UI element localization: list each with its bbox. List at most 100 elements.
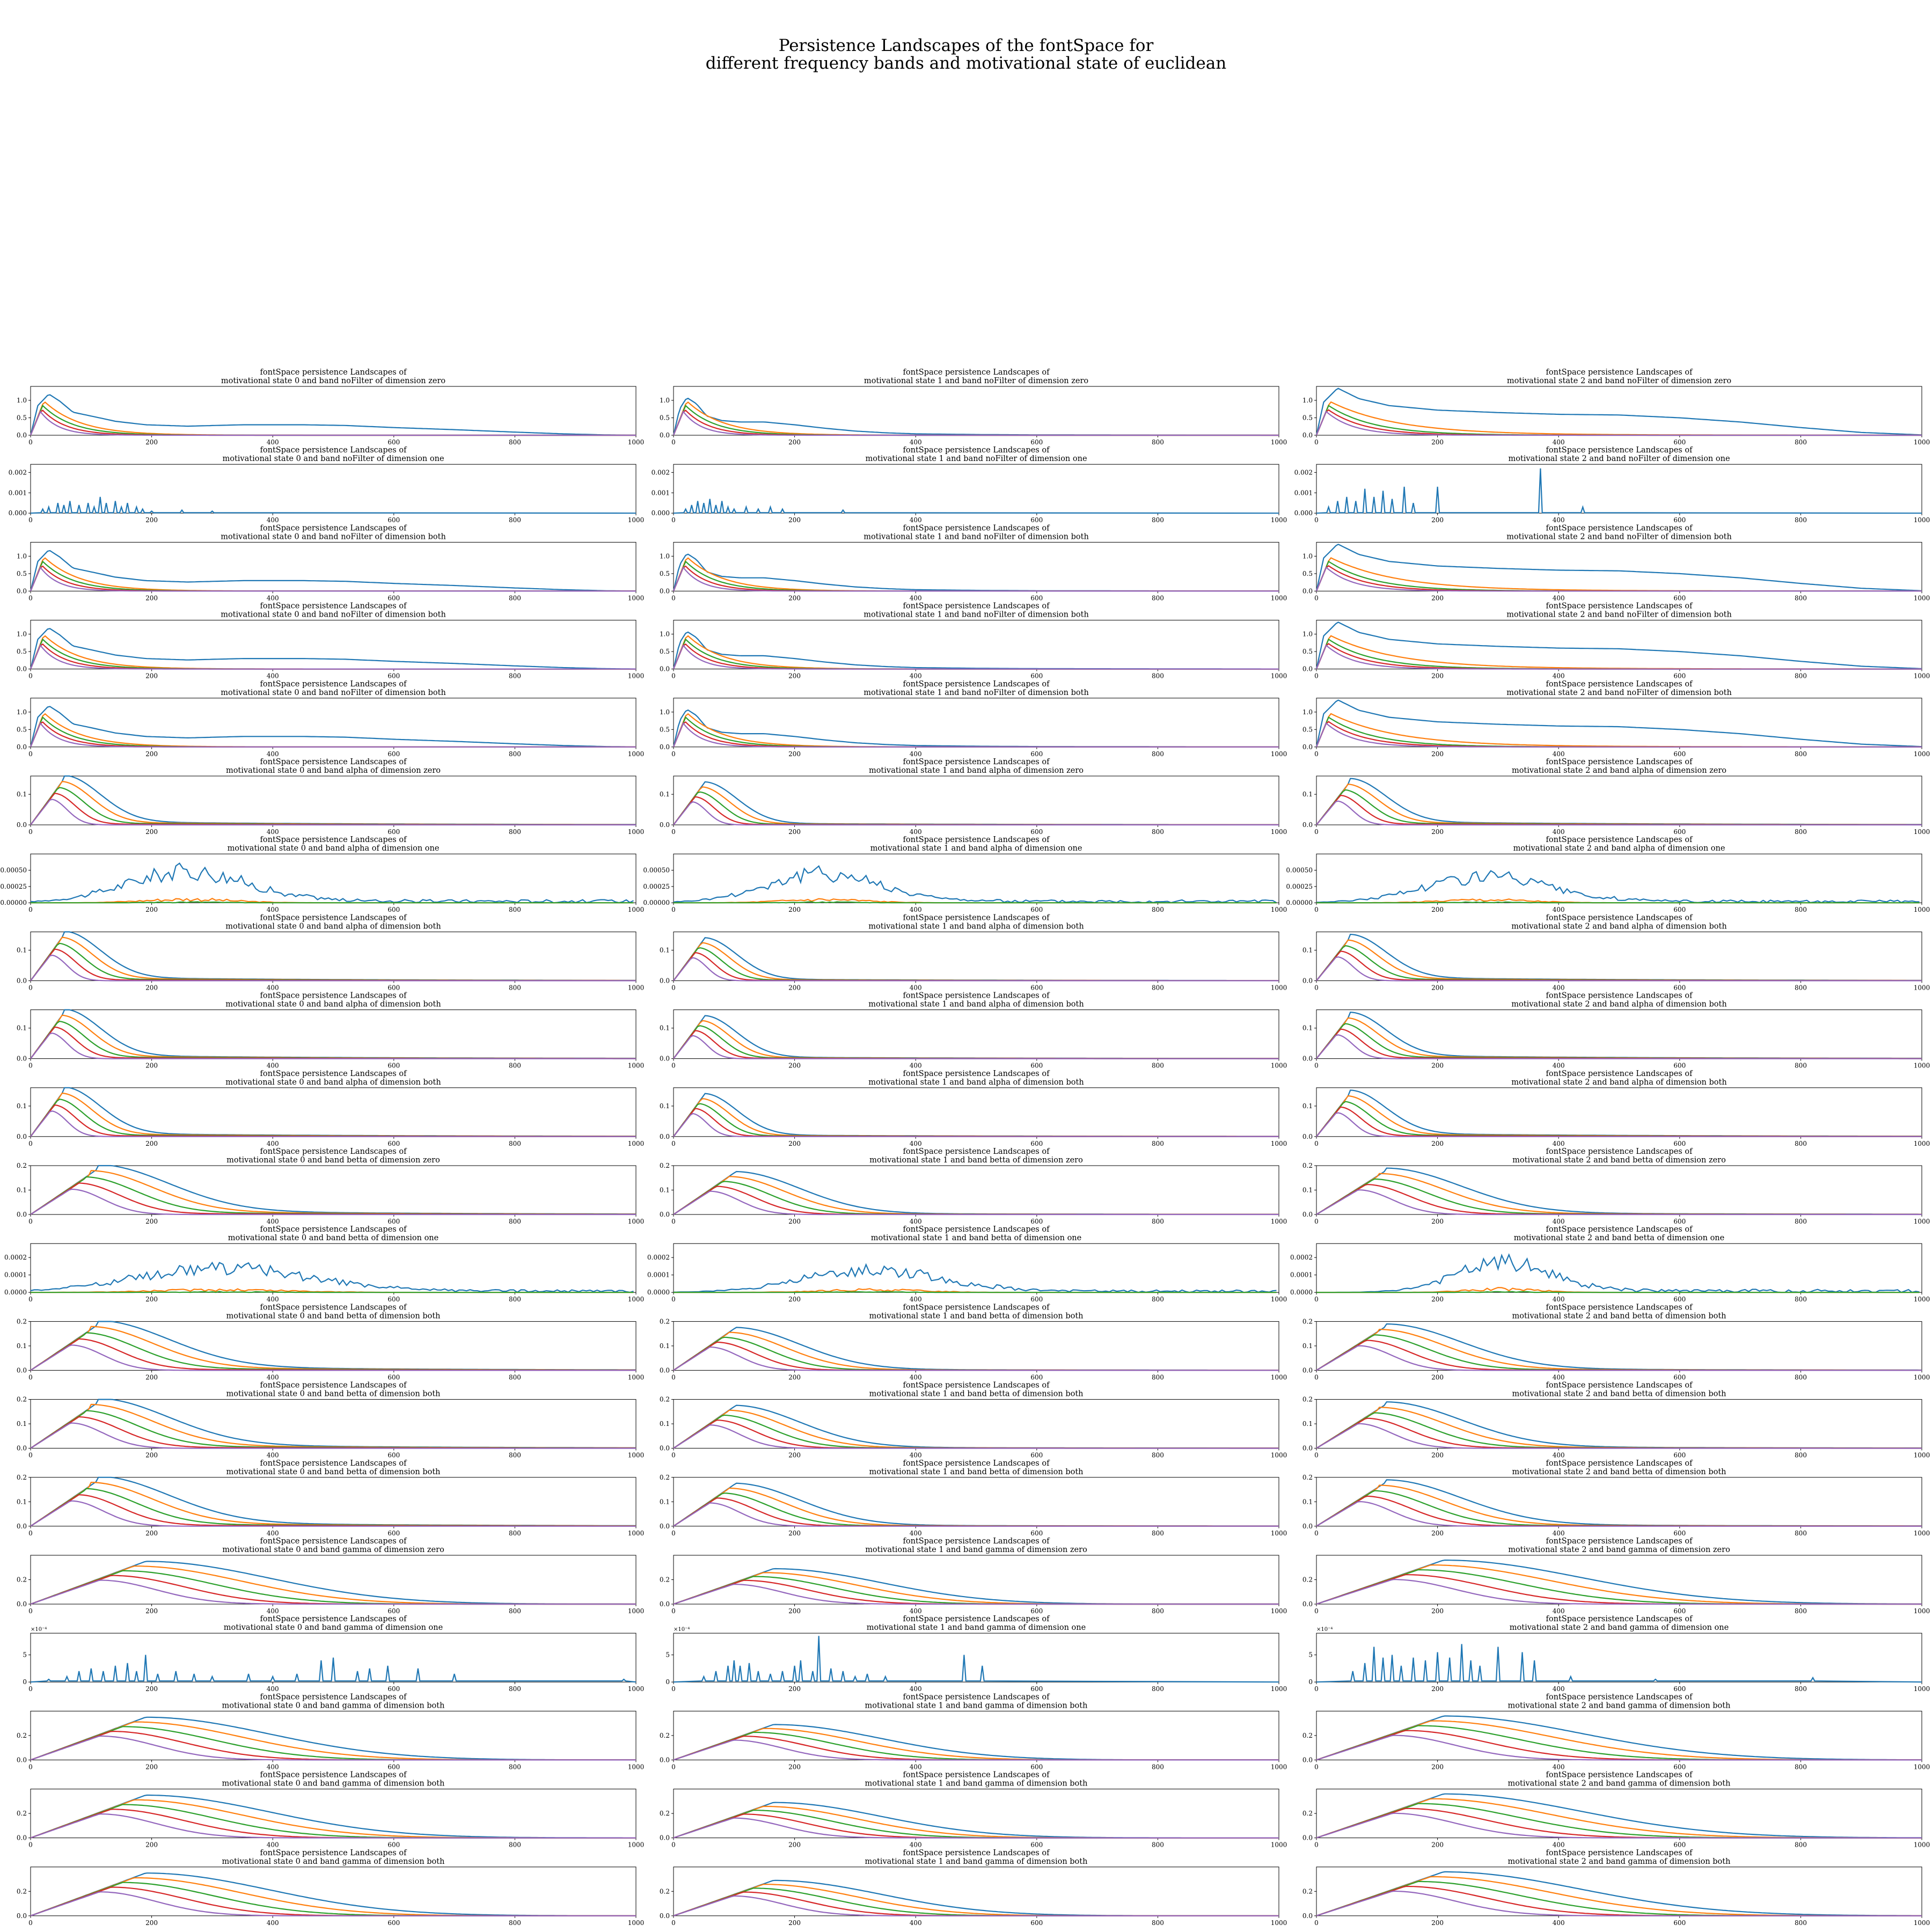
x-tick-label: 800 xyxy=(1795,1685,1807,1693)
y-tick-label: 0.2 xyxy=(17,1732,27,1739)
plot-frame xyxy=(673,1087,1279,1137)
panel-title-line2: motivational state 2 and band noFilter o… xyxy=(1506,611,1732,619)
x-tick-label: 0 xyxy=(28,1763,33,1770)
panel-title-line2: motivational state 2 and band noFilter o… xyxy=(1506,532,1732,541)
x-tick-label: 600 xyxy=(1030,1062,1043,1070)
x-tick-label: 1000 xyxy=(628,1685,645,1693)
x-tick-label: 0 xyxy=(1314,1373,1319,1381)
plot-frame xyxy=(1316,386,1922,436)
landscape-layer-5 xyxy=(672,644,1279,670)
x-tick-label: 600 xyxy=(1030,1841,1043,1849)
x-tick-label: 1000 xyxy=(1271,1062,1287,1070)
y-tick-label: 0.0002 xyxy=(4,1254,27,1261)
plot-frame xyxy=(30,1633,636,1682)
x-tick-label: 200 xyxy=(145,1529,158,1537)
x-tick-label: 400 xyxy=(910,906,922,913)
panel-r17-s2: fontSpace persistence Landscapes ofmotiv… xyxy=(1302,1693,1930,1770)
x-tick-label: 200 xyxy=(145,1607,158,1615)
y-tick-label: 0.1 xyxy=(1302,1420,1313,1428)
landscape-layer-5 xyxy=(1316,1735,1922,1761)
x-tick-label: 400 xyxy=(267,828,279,836)
x-tick-label: 1000 xyxy=(628,1763,645,1770)
y-tick-label: 0.0 xyxy=(660,1055,670,1063)
x-tick-label: 0 xyxy=(28,750,33,758)
landscape-layer-4 xyxy=(30,1731,636,1761)
landscape-layer-1 xyxy=(1316,1644,1922,1683)
landscape-layer-2 xyxy=(1316,939,1922,982)
landscape-layer-3 xyxy=(673,1181,1279,1215)
panel-title-line1: fontSpace persistence Landscapes of xyxy=(260,1225,408,1234)
x-tick-label: 200 xyxy=(1431,1218,1444,1225)
landscape-layer-1 xyxy=(672,398,1279,436)
landscape-layer-5 xyxy=(1316,1034,1922,1059)
panel-title-line2: motivational state 1 and band betta of d… xyxy=(869,1468,1084,1476)
x-tick-label: 600 xyxy=(1673,750,1686,758)
landscape-layer-3 xyxy=(1316,1101,1922,1137)
x-tick-label: 200 xyxy=(1431,906,1444,913)
landscape-layer-1 xyxy=(673,1404,1279,1449)
landscape-layer-1 xyxy=(1316,1479,1922,1527)
x-tick-label: 600 xyxy=(1030,672,1043,680)
x-tick-label: 0 xyxy=(28,1607,33,1615)
x-tick-label: 1000 xyxy=(1914,1140,1930,1147)
plot-frame xyxy=(30,931,636,981)
x-tick-label: 1000 xyxy=(1914,1919,1930,1927)
x-tick-label: 1000 xyxy=(1271,1685,1287,1693)
landscape-layer-5 xyxy=(30,954,636,982)
panel-title-line1: fontSpace persistence Landscapes of xyxy=(260,524,408,532)
x-tick-label: 400 xyxy=(1553,1296,1565,1303)
panel-r15-s1: fontSpace persistence Landscapes ofmotiv… xyxy=(660,1537,1287,1615)
landscape-layer-5 xyxy=(1315,644,1922,670)
x-tick-label: 200 xyxy=(145,1062,158,1070)
x-tick-label: 800 xyxy=(1152,1373,1164,1381)
x-tick-label: 200 xyxy=(145,672,158,680)
y-tick-label: 0.2 xyxy=(660,1318,670,1325)
x-tick-label: 400 xyxy=(267,984,279,991)
y-tick-label: 0.5 xyxy=(1302,414,1313,422)
landscape-layer-4 xyxy=(1316,1495,1922,1527)
panel-title-line1: fontSpace persistence Landscapes of xyxy=(1546,680,1694,689)
plot-frame xyxy=(673,1009,1279,1059)
plot-frame xyxy=(30,1710,636,1760)
x-tick-label: 600 xyxy=(387,1140,400,1147)
panel-title-line1: fontSpace persistence Landscapes of xyxy=(1546,446,1694,455)
y-tick-label: 0.0 xyxy=(17,665,27,673)
landscape-layer-4 xyxy=(30,1575,636,1605)
plot-frame xyxy=(1316,853,1922,903)
landscape-layer-5 xyxy=(30,1344,636,1371)
landscape-layer-5 xyxy=(1316,800,1922,826)
landscape-layer-5 xyxy=(30,1422,636,1449)
y-tick-label: 0.2 xyxy=(660,1810,670,1817)
y-tick-label: 0.2 xyxy=(660,1732,670,1739)
panel-title-line2: motivational state 2 and band gamma of d… xyxy=(1508,1780,1731,1788)
landscape-layer-2 xyxy=(30,1092,636,1137)
x-tick-label: 600 xyxy=(1673,672,1686,680)
panel-title-line1: fontSpace persistence Landscapes of xyxy=(1546,1147,1694,1156)
y-tick-label: 0.2 xyxy=(1302,1732,1313,1739)
x-tick-label: 600 xyxy=(1030,984,1043,991)
x-tick-label: 200 xyxy=(1431,1529,1444,1537)
panel-r10-s0: fontSpace persistence Landscapes ofmotiv… xyxy=(17,1147,644,1225)
x-tick-label: 400 xyxy=(267,1296,279,1303)
x-tick-label: 600 xyxy=(1673,1529,1686,1537)
x-tick-label: 800 xyxy=(509,438,521,446)
landscape-layer-2 xyxy=(1316,783,1922,825)
x-tick-label: 400 xyxy=(910,1296,922,1303)
y-tick-label: 0.002 xyxy=(9,469,27,476)
x-tick-label: 1000 xyxy=(1271,906,1287,913)
y-tick-label: 0.0 xyxy=(17,977,27,984)
x-tick-label: 0 xyxy=(1314,906,1319,913)
y-tick-label: 0.000 xyxy=(9,509,27,517)
landscape-layer-5 xyxy=(673,1584,1279,1605)
y-tick-label: 0.0000 xyxy=(1290,1289,1313,1296)
landscape-layer-1 xyxy=(30,1261,634,1293)
x-tick-label: 0 xyxy=(1314,828,1319,836)
y-tick-label: 1.0 xyxy=(660,397,670,404)
x-tick-label: 800 xyxy=(1795,438,1807,446)
landscape-layer-1 xyxy=(1316,1089,1922,1137)
y-tick-label: 0.1 xyxy=(1302,1187,1313,1194)
panel-title-line1: fontSpace persistence Landscapes of xyxy=(903,992,1051,1000)
landscape-layer-1 xyxy=(30,1655,636,1683)
plot-frame xyxy=(30,620,636,670)
panel-title-line2: motivational state 2 and band alpha of d… xyxy=(1512,766,1726,775)
